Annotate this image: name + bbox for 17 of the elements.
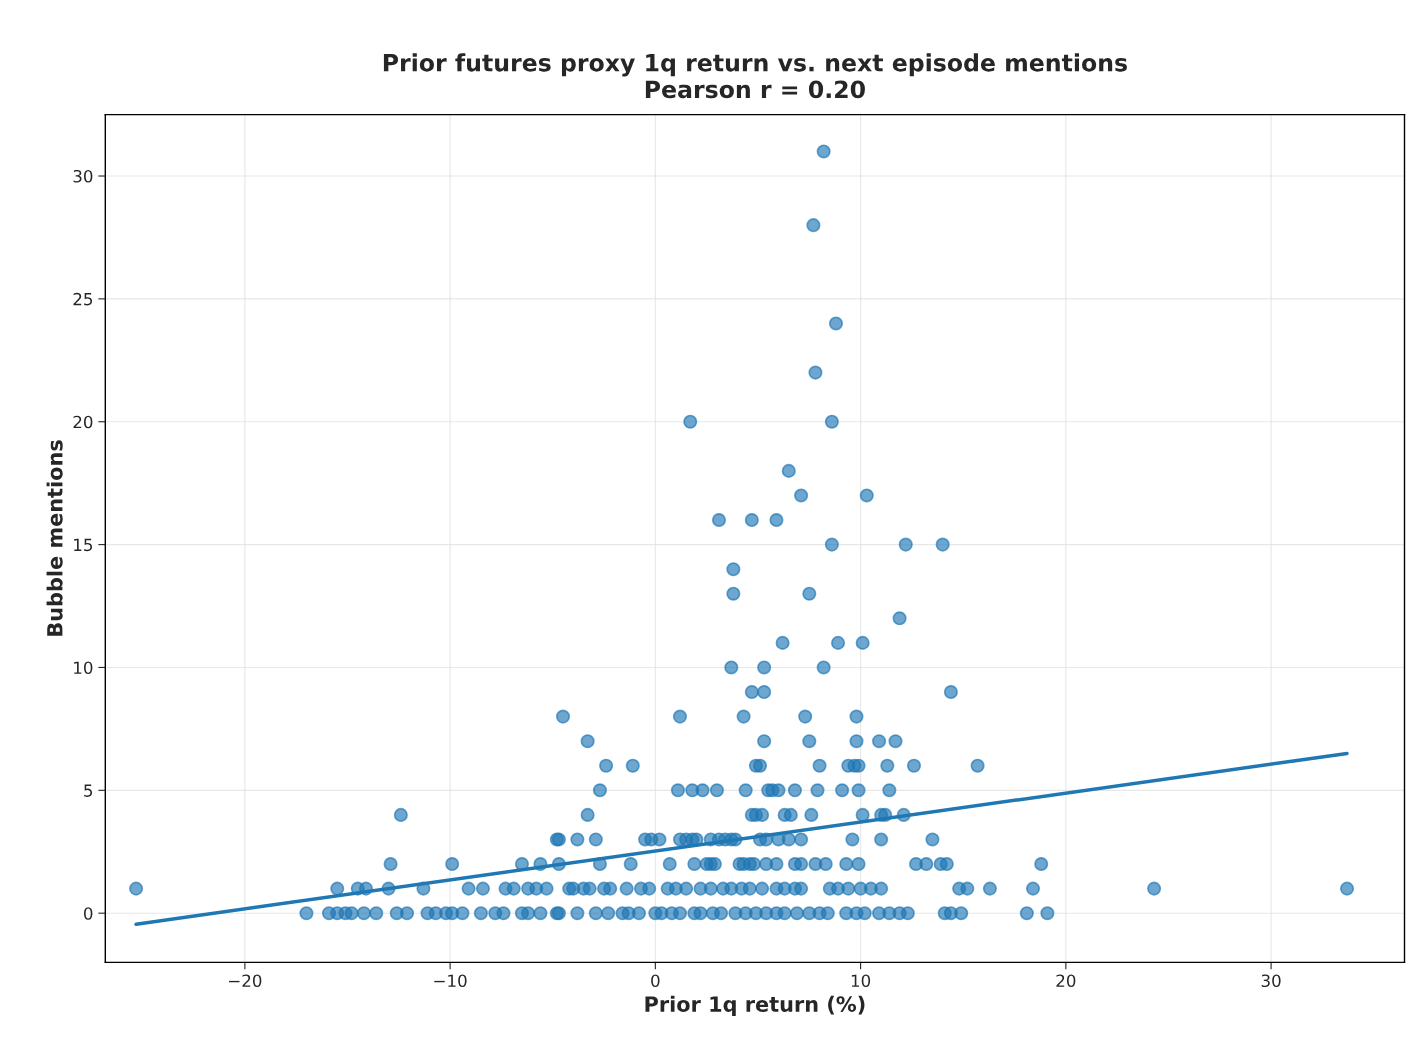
- x-tick-label: −20: [229, 974, 262, 988]
- x-tick-label: 0: [651, 974, 660, 988]
- x-tick-label: 20: [1056, 974, 1076, 988]
- x-tick-label: 10: [851, 974, 871, 988]
- chart-subtitle: Pearson r = 0.20: [645, 80, 865, 99]
- y-tick-label: 25: [73, 292, 93, 306]
- y-axis-title: Bubble mentions: [46, 440, 63, 636]
- y-tick-label: 20: [73, 415, 93, 429]
- y-tick-label: 15: [74, 538, 93, 552]
- y-tick-label: 30: [73, 169, 93, 183]
- y-tick-label: 10: [74, 661, 93, 675]
- x-tick-label: 30: [1261, 974, 1281, 988]
- y-tick-label: 5: [84, 784, 93, 797]
- y-tick-label: 0: [83, 907, 93, 920]
- x-axis-title: Prior 1q return (%): [645, 995, 865, 1016]
- chart-title: Prior futures proxy 1q return vs. next episode mentions: [383, 53, 1127, 77]
- x-tick-label: −10: [434, 974, 467, 988]
